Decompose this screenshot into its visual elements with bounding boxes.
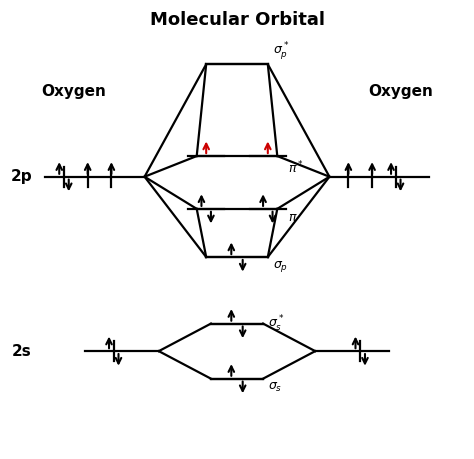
Text: $\sigma_s$: $\sigma_s$	[268, 381, 282, 394]
Text: Oxygen: Oxygen	[368, 84, 433, 99]
Text: $\sigma_p$: $\sigma_p$	[273, 259, 288, 274]
Text: 2s: 2s	[11, 344, 31, 358]
Text: Molecular Orbital: Molecular Orbital	[149, 11, 325, 29]
Text: $\pi$: $\pi$	[288, 211, 298, 224]
Text: $\sigma_s^*$: $\sigma_s^*$	[268, 313, 284, 334]
Text: $\sigma_p^*$: $\sigma_p^*$	[273, 40, 289, 62]
Text: $\pi^*$: $\pi^*$	[288, 160, 304, 176]
Text: 2p: 2p	[10, 169, 32, 184]
Text: Oxygen: Oxygen	[41, 84, 106, 99]
